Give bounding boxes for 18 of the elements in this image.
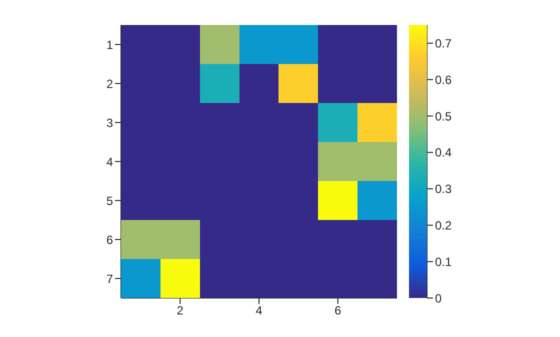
color-bar-label: 0.2 (435, 218, 452, 232)
y-tick-label: 5 (106, 194, 114, 208)
y-tick-label: 4 (106, 154, 114, 169)
x-tick-label: 4 (256, 304, 263, 318)
y-tick-label: 6 (106, 232, 114, 247)
color-bar-label: 0.4 (435, 146, 452, 160)
x-tick-label: 6 (334, 304, 342, 318)
color-bar-label: 0 (435, 291, 442, 306)
color-bar-label: 0.6 (435, 72, 452, 87)
y-tick-label: 1 (106, 38, 114, 52)
y-tick-label: 2 (106, 76, 114, 91)
color-bar-label: 0.1 (435, 254, 452, 269)
y-tick-label: 7 (106, 272, 114, 286)
x-tick-label: 2 (176, 304, 184, 318)
color-bar-label: 0.7 (435, 36, 452, 50)
color-bar-label: 0.5 (435, 109, 452, 124)
color-bar-label: 0.3 (435, 182, 452, 196)
y-tick-label: 3 (106, 116, 114, 130)
